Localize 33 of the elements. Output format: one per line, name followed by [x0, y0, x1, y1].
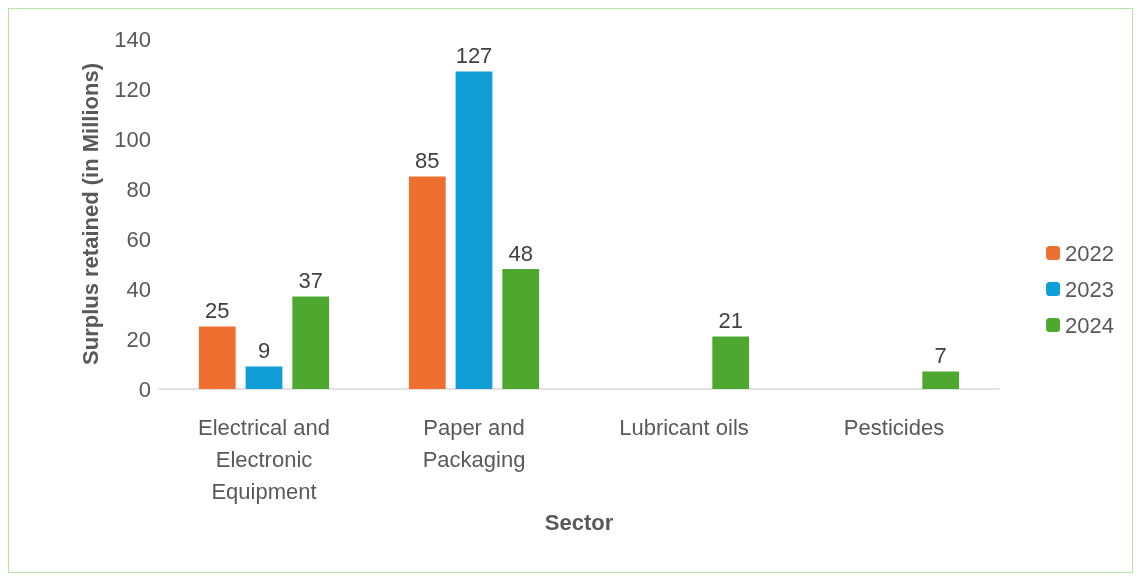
x-tick-label: Pesticides	[843, 414, 945, 440]
bar	[245, 366, 283, 389]
legend-label: 2024	[1065, 312, 1115, 338]
y-tick-label: 60	[126, 226, 151, 252]
y-tick-label: 140	[114, 26, 151, 52]
x-tick-label: Electrical and Electronic Equipment	[197, 414, 331, 504]
x-axis-title: Sector	[544, 510, 614, 536]
data-label: 127	[455, 43, 493, 68]
bar	[198, 326, 236, 389]
bar	[455, 71, 493, 389]
data-label: 48	[508, 240, 533, 266]
bar	[922, 371, 960, 389]
data-label: 37	[298, 268, 323, 293]
y-tick-label: 80	[126, 176, 151, 202]
y-tick-label: 0	[138, 376, 151, 402]
bar	[292, 296, 330, 389]
x-tick-label: Lubricant oils	[619, 414, 749, 440]
data-label: 25	[205, 298, 230, 323]
data-label: 85	[415, 148, 440, 173]
y-axis-title: Surplus retained (in Millions)	[77, 63, 103, 365]
bar	[502, 269, 540, 389]
bar	[712, 336, 750, 389]
legend-label: 2023	[1065, 276, 1115, 302]
legend-label: 2022	[1065, 240, 1115, 266]
data-label: 7	[934, 343, 947, 368]
y-tick-label: 20	[126, 326, 151, 352]
y-tick-label: 40	[126, 276, 151, 302]
data-label: 9	[257, 338, 271, 363]
x-tick-label: Paper and Packaging	[422, 414, 526, 472]
bar	[408, 176, 446, 389]
y-tick-label: 120	[114, 76, 151, 102]
y-tick-label: 100	[114, 126, 151, 152]
data-label: 21	[718, 308, 743, 333]
